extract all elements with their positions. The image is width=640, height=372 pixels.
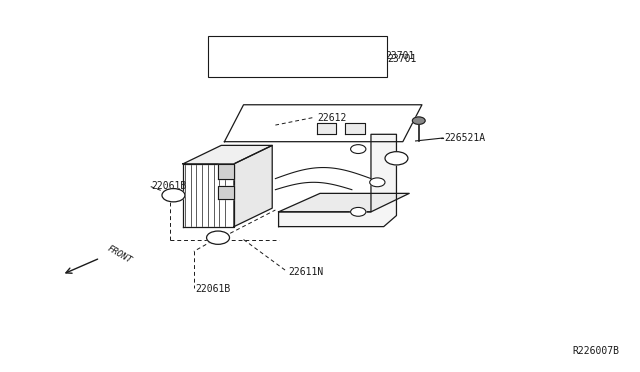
Polygon shape xyxy=(218,164,234,179)
Polygon shape xyxy=(278,134,396,227)
Text: 226521A: 226521A xyxy=(444,133,485,143)
Circle shape xyxy=(162,189,185,202)
Text: 23701: 23701 xyxy=(386,51,415,61)
Circle shape xyxy=(385,152,408,165)
Polygon shape xyxy=(183,164,234,227)
Polygon shape xyxy=(317,123,336,134)
Circle shape xyxy=(351,208,366,216)
Circle shape xyxy=(351,145,366,154)
Text: 23701: 23701 xyxy=(387,54,416,64)
Polygon shape xyxy=(275,134,378,227)
Text: FRONT: FRONT xyxy=(105,244,133,265)
Text: 22061B: 22061B xyxy=(196,283,231,294)
Polygon shape xyxy=(183,145,272,164)
FancyBboxPatch shape xyxy=(209,36,387,77)
Polygon shape xyxy=(346,123,365,134)
Polygon shape xyxy=(225,105,422,142)
Text: ATTENTION: ATTENTION xyxy=(217,48,265,57)
Circle shape xyxy=(207,231,230,244)
Circle shape xyxy=(412,117,425,124)
Circle shape xyxy=(370,178,385,187)
Text: 22061B: 22061B xyxy=(151,181,186,191)
Text: THIS ECU MUST BE PROGRAMMED DATA: THIS ECU MUST BE PROGRAMMED DATA xyxy=(217,60,377,68)
Polygon shape xyxy=(278,193,409,212)
Polygon shape xyxy=(218,186,234,199)
Text: R226007B: R226007B xyxy=(573,346,620,356)
Polygon shape xyxy=(234,145,272,227)
Text: 22612: 22612 xyxy=(317,113,346,123)
Text: 22611N: 22611N xyxy=(288,267,323,277)
